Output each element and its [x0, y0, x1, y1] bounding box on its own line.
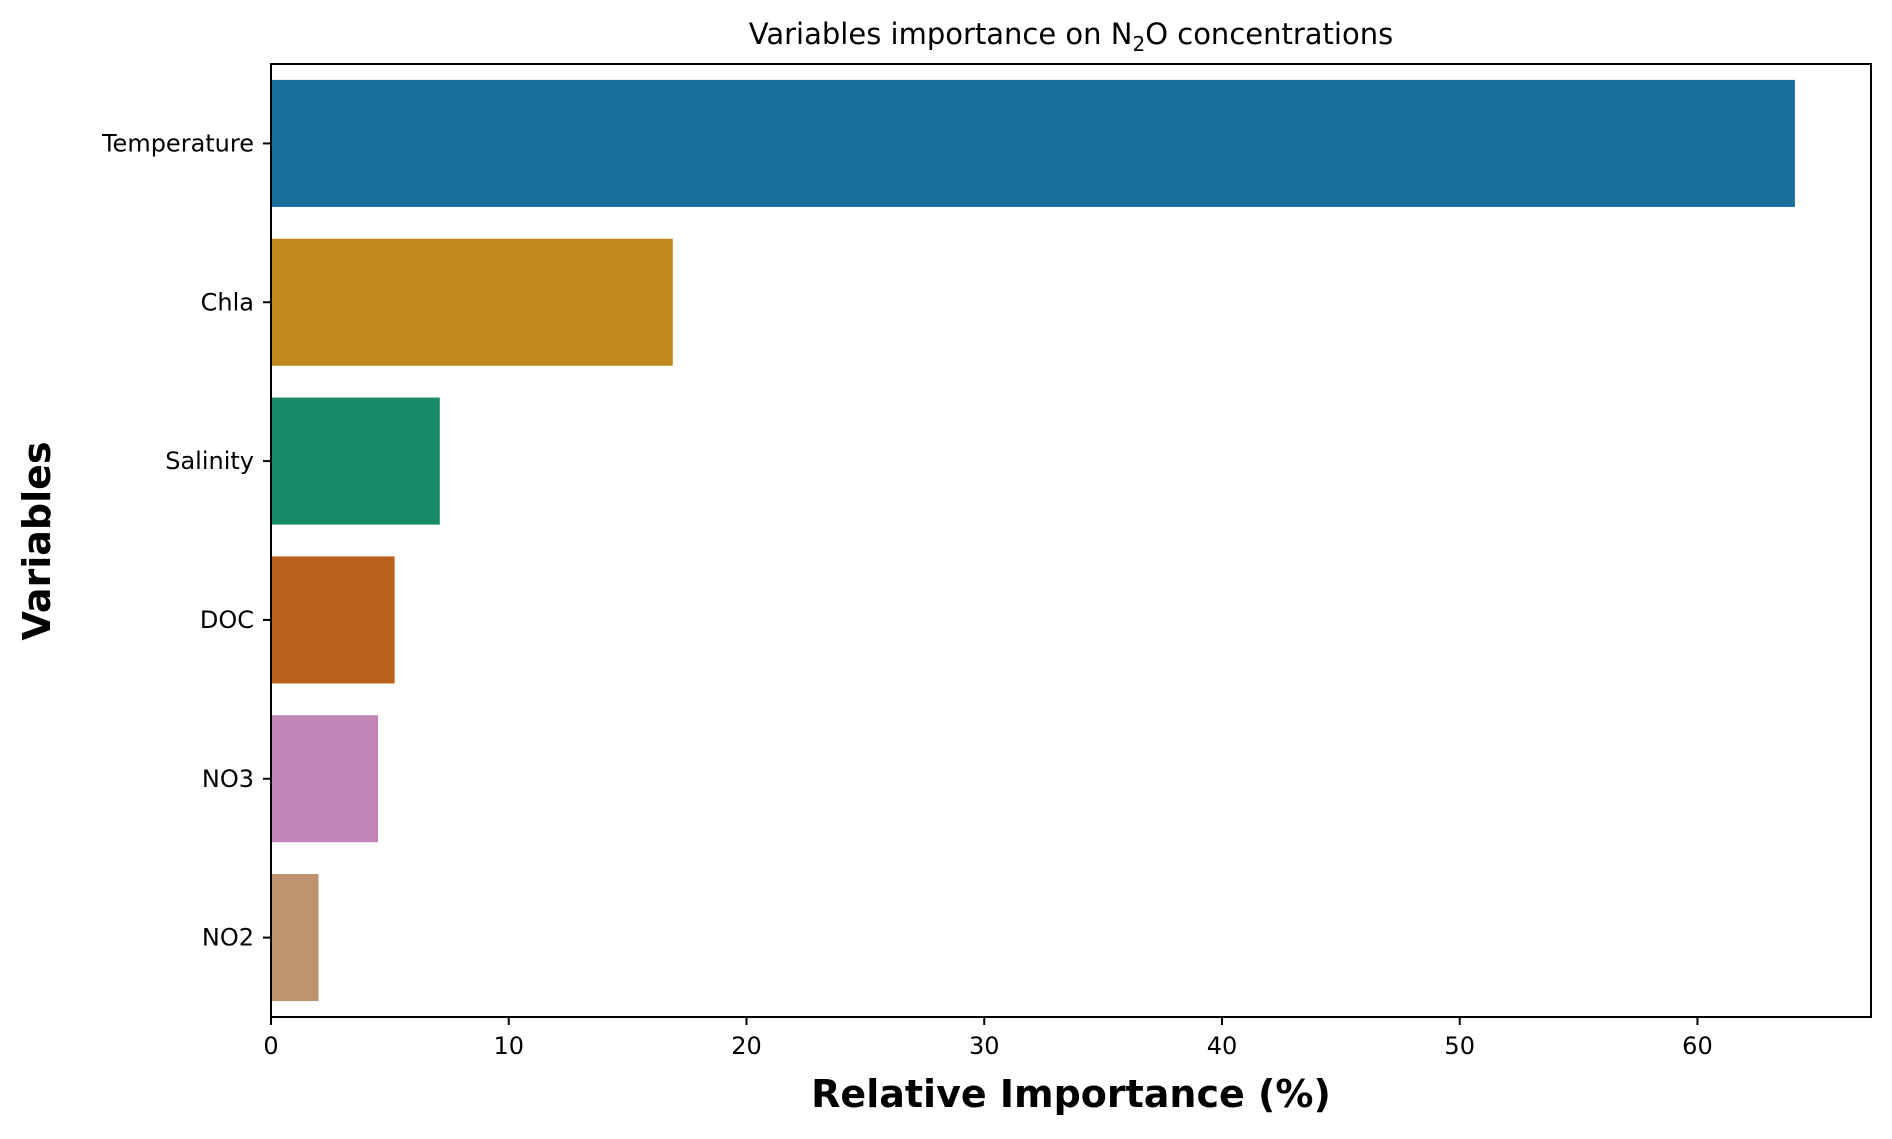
bar-no2 — [271, 874, 319, 1002]
chart-title: Variables importance on N2O concentratio… — [749, 17, 1393, 56]
y-axis-label: Variables — [15, 442, 59, 641]
bar-no3 — [271, 715, 378, 843]
y-tick-label: Salinity — [165, 447, 254, 475]
x-tick-label: 10 — [493, 1032, 524, 1060]
bar-chla — [271, 238, 673, 366]
bar-doc — [271, 556, 395, 684]
x-tick-label: 50 — [1444, 1032, 1475, 1060]
x-tick-label: 30 — [969, 1032, 1000, 1060]
y-tick-label: NO3 — [202, 765, 254, 793]
title-sub: 2 — [1132, 32, 1145, 56]
bar-temperature — [271, 79, 1795, 207]
x-axis-label: Relative Importance (%) — [811, 1072, 1331, 1116]
title-post: O concentrations — [1145, 17, 1393, 51]
x-tick-label: 0 — [263, 1032, 278, 1060]
x-tick-label: 60 — [1682, 1032, 1713, 1060]
plot-frame — [270, 63, 1872, 1018]
y-tick-label: Temperature — [101, 129, 254, 157]
bar-salinity — [271, 397, 440, 525]
y-tick-label: Chla — [201, 288, 254, 316]
x-tick-label: 20 — [731, 1032, 762, 1060]
x-tick-label: 40 — [1207, 1032, 1238, 1060]
title-pre: Variables importance on N — [749, 17, 1133, 51]
y-tick-label: DOC — [200, 606, 254, 634]
y-tick-label: NO2 — [202, 924, 254, 952]
